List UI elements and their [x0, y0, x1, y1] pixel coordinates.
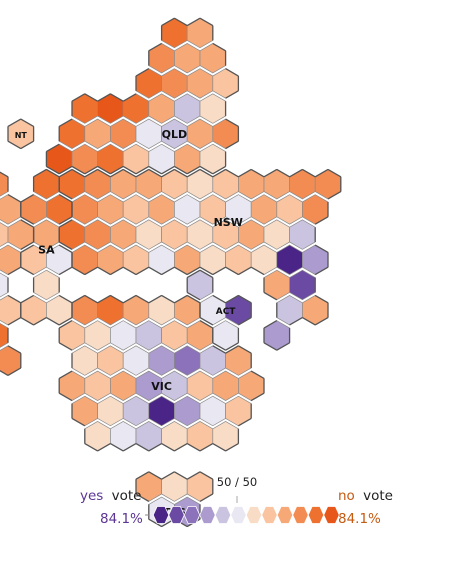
legend-no-word: no	[338, 488, 355, 504]
legend-swatch	[214, 506, 232, 524]
state-outline-qld	[45, 17, 240, 175]
electorate-hex-nsw	[289, 269, 316, 301]
electorate-hex-nsw	[263, 219, 290, 250]
electorate-hex-vic	[174, 345, 201, 376]
electorate-hex-sa	[33, 269, 60, 301]
electorate-hex-nsw	[122, 194, 150, 225]
electorate-hex-vic	[212, 370, 239, 401]
electorate-hex-nsw	[276, 244, 303, 275]
electorate-hex-vic	[148, 395, 175, 427]
legend-swatch	[199, 506, 216, 524]
electorate-hex-vic	[186, 370, 214, 401]
electorate-hex-wa	[0, 295, 22, 326]
state-label-nt: NT	[15, 131, 28, 140]
electorate-hex-qld	[186, 118, 214, 149]
electorate-hex-wa	[0, 322, 9, 348]
legend-swatch	[307, 506, 325, 524]
electorate-hex-wa	[0, 272, 9, 298]
electorate-hex-vic	[135, 320, 162, 351]
state-outlines	[0, 17, 342, 528]
state-label-qld: QLD	[162, 128, 188, 141]
electorate-hex-nsw	[84, 219, 111, 250]
legend-no-title: no vote	[338, 488, 393, 504]
electorate-hex-vic	[122, 395, 150, 427]
electorate-hex-nsw	[110, 219, 137, 250]
legend-color-scale	[152, 506, 340, 524]
state-outline-sa	[20, 168, 73, 326]
legend-yes-word: yes	[80, 488, 103, 504]
legend-swatch	[230, 506, 247, 524]
legend-swatch	[168, 506, 185, 524]
electorate-hex-qld	[84, 118, 111, 149]
electorate-hex-vic	[199, 395, 226, 427]
state-label-sa: SA	[38, 244, 55, 257]
electorate-hex-vic	[148, 345, 175, 376]
electorate-hex-vic	[110, 370, 137, 401]
electorate-hex-vic	[110, 320, 137, 351]
state-outline-vic	[58, 294, 265, 452]
electorate-hex-qld	[110, 118, 137, 149]
electorate-hex-vic	[71, 345, 98, 376]
electorate-hex-vic	[97, 395, 124, 427]
electorate-hex-nsw	[71, 194, 98, 225]
electorate-hex-nsw	[97, 194, 124, 225]
electorate-hex-qld	[174, 93, 201, 124]
electorate-hex-nsw	[161, 219, 188, 250]
electorate-hex-nsw	[148, 194, 175, 225]
legend-yes-title: yes vote	[80, 488, 142, 504]
electorate-hexes	[0, 17, 342, 527]
electorate-hex-nsw	[250, 194, 278, 225]
electorate-hex-qld	[199, 93, 226, 124]
legend-center-label: 50 / 50	[217, 475, 257, 489]
electorate-hex-wa	[0, 244, 22, 275]
electorate-hex-vic	[84, 320, 111, 351]
electorate-hex-nsw	[289, 219, 316, 250]
electorate-hex-wa	[0, 345, 22, 376]
state-outline-wa	[0, 171, 35, 376]
electorate-hex-qld	[135, 118, 162, 149]
electorate-hex-vic	[122, 345, 150, 376]
electorate-hex-nsw	[186, 219, 214, 250]
electorate-hex-vic	[84, 370, 111, 401]
legend-no-vote-word: vote	[363, 488, 393, 504]
legend-swatch	[276, 506, 294, 524]
state-label-act: ACT	[216, 307, 237, 317]
electorate-hex-qld	[174, 43, 201, 74]
state-label-nsw: NSW	[214, 216, 243, 229]
legend-swatch	[261, 506, 278, 524]
electorate-hex-wa	[0, 194, 22, 225]
state-outline-nt	[7, 118, 35, 150]
electorate-hex-vic	[174, 395, 201, 427]
electorate-hex-nsw	[135, 219, 162, 250]
legend-swatch	[183, 506, 201, 524]
electorate-hex-wa	[0, 222, 9, 248]
state-label-vic: VIC	[151, 380, 172, 393]
legend: 50 / 50 yes vote no vote 84.1% 84.1%	[80, 475, 393, 527]
legend-swatch	[245, 506, 263, 524]
legend-no-value: 84.1%	[338, 511, 381, 527]
legend-swatch	[292, 506, 309, 524]
electorate-hex-nsw	[276, 194, 303, 225]
electorate-hex-qld	[186, 68, 214, 99]
electorate-hex-vic	[161, 320, 188, 351]
electorate-hex-qld	[148, 93, 175, 124]
legend-swatch	[152, 506, 170, 524]
electorate-hex-vic	[97, 345, 124, 376]
electorate-hex-nsw	[174, 194, 201, 225]
legend-swatch	[323, 506, 340, 524]
legend-yes-value: 84.1%	[100, 511, 143, 527]
legend-yes-vote-word: vote	[112, 488, 142, 504]
state-outline-nsw	[58, 168, 342, 351]
electorate-hex-qld	[161, 68, 188, 99]
